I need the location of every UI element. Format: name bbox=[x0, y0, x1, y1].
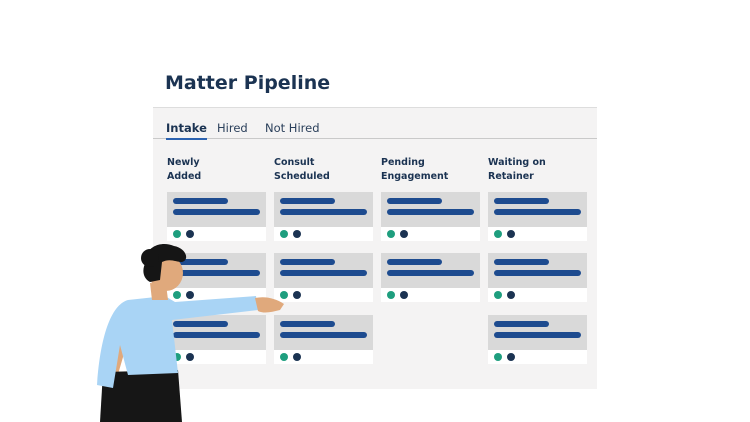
card[interactable] bbox=[381, 253, 480, 302]
column: Waiting on Retainer bbox=[488, 156, 587, 364]
column-heading: Pending Engagement bbox=[381, 157, 449, 182]
card[interactable] bbox=[488, 315, 587, 364]
card[interactable] bbox=[167, 192, 266, 241]
pipeline-panel: Intake Hired Not Hired Newly Added Consu… bbox=[153, 107, 597, 389]
card[interactable] bbox=[274, 192, 373, 241]
card[interactable] bbox=[488, 253, 587, 302]
column: Consult Scheduled bbox=[274, 156, 373, 364]
column-heading: Consult Scheduled bbox=[274, 157, 330, 182]
card[interactable] bbox=[381, 192, 480, 241]
tab[interactable]: Not Hired bbox=[265, 121, 320, 135]
column: Pending Engagement bbox=[381, 156, 480, 302]
card[interactable] bbox=[274, 253, 373, 302]
tab[interactable]: Intake bbox=[166, 121, 207, 140]
column-heading: Waiting on Retainer bbox=[488, 157, 546, 182]
page-title: Matter Pipeline bbox=[165, 72, 331, 94]
tab-bar: Intake Hired Not Hired bbox=[153, 108, 597, 140]
tab[interactable]: Hired bbox=[217, 121, 248, 135]
card[interactable] bbox=[488, 192, 587, 241]
card[interactable] bbox=[274, 315, 373, 364]
column-heading: Newly Added bbox=[167, 157, 202, 182]
card[interactable] bbox=[167, 315, 266, 364]
column: Newly Added bbox=[167, 156, 266, 364]
